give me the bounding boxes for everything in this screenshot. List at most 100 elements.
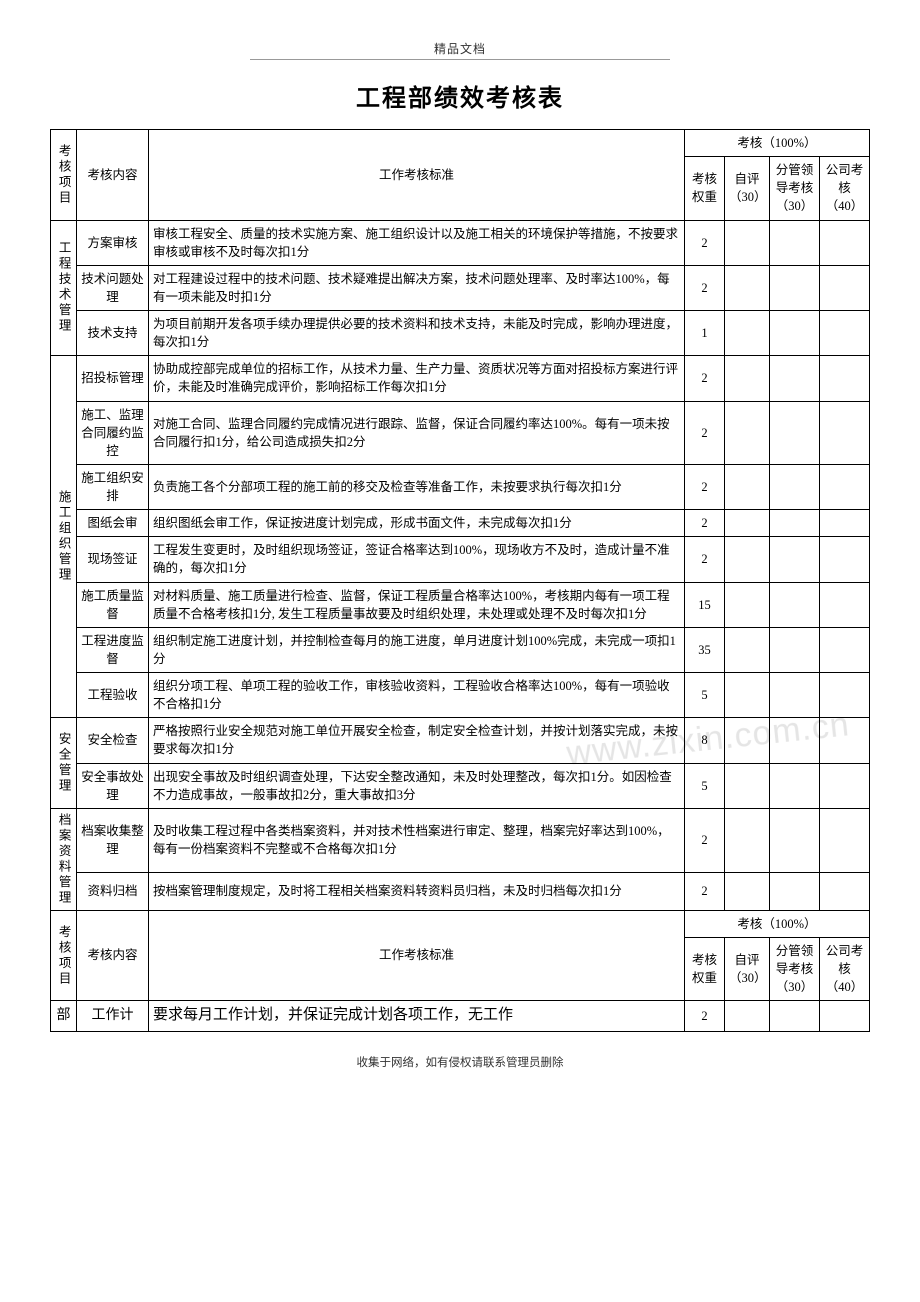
comp-cell[interactable] xyxy=(819,220,869,265)
comp-cell[interactable] xyxy=(819,265,869,310)
self-cell[interactable] xyxy=(724,582,769,627)
item-cell: 施工质量监督 xyxy=(77,582,149,627)
weight-cell: 2 xyxy=(684,220,724,265)
lead-cell[interactable] xyxy=(769,356,819,401)
category-cell: 施工组织管理 xyxy=(51,356,77,718)
comp-cell[interactable] xyxy=(819,627,869,672)
standard-cell: 负责施工各个分部项工程的施工前的移交及检查等准备工作，未按要求执行每次扣1分 xyxy=(149,464,685,509)
th-comp: 公司考核（40） xyxy=(819,157,869,220)
category-cell: 工程技术管理 xyxy=(51,220,77,356)
lead-cell[interactable] xyxy=(769,872,819,910)
self-cell[interactable] xyxy=(724,808,769,872)
standard-cell: 工程发生变更时，及时组织现场签证，签证合格率达到100%，现场收方不及时，造成计… xyxy=(149,537,685,582)
comp-cell[interactable] xyxy=(819,401,869,464)
th-score-group: 考核（100%） xyxy=(684,910,869,937)
comp-cell[interactable] xyxy=(819,510,869,537)
comp-cell[interactable] xyxy=(819,582,869,627)
item-cell: 技术支持 xyxy=(77,311,149,356)
lead-cell[interactable] xyxy=(769,537,819,582)
weight-cell: 15 xyxy=(684,582,724,627)
item-cell: 图纸会审 xyxy=(77,510,149,537)
th-self: 自评（30） xyxy=(724,937,769,1000)
comp-cell[interactable] xyxy=(819,763,869,808)
standard-cell: 组织图纸会审工作，保证按进度计划完成，形成书面文件，未完成每次扣1分 xyxy=(149,510,685,537)
category-cell: 安全管理 xyxy=(51,718,77,809)
lead-cell[interactable] xyxy=(769,464,819,509)
item-cell: 现场签证 xyxy=(77,537,149,582)
standard-cell: 协助成控部完成单位的招标工作，从技术力量、生产力量、资质状况等方面对招投标方案进… xyxy=(149,356,685,401)
th-self: 自评（30） xyxy=(724,157,769,220)
th-lead: 分管领导考核（30） xyxy=(769,937,819,1000)
standard-cell: 对工程建设过程中的技术问题、技术疑难提出解决方案，技术问题处理率、及时率达100… xyxy=(149,265,685,310)
th-category: 考核项目 xyxy=(51,130,77,221)
item-cell: 档案收集整理 xyxy=(77,808,149,872)
weight-cell: 2 xyxy=(684,1001,724,1032)
item-cell: 安全事故处理 xyxy=(77,763,149,808)
self-cell[interactable] xyxy=(724,627,769,672)
self-cell[interactable] xyxy=(724,401,769,464)
header-label: 精品文档 xyxy=(250,40,670,60)
item-cell: 工程验收 xyxy=(77,673,149,718)
comp-cell[interactable] xyxy=(819,808,869,872)
comp-cell[interactable] xyxy=(819,1001,869,1032)
standard-cell: 要求每月工作计划，并保证完成计划各项工作，无工作 xyxy=(149,1001,685,1032)
standard-cell: 组织分项工程、单项工程的验收工作，审核验收资料，工程验收合格率达100%，每有一… xyxy=(149,673,685,718)
lead-cell[interactable] xyxy=(769,401,819,464)
standard-cell: 组织制定施工进度计划，并控制检查每月的施工进度，单月进度计划100%完成，未完成… xyxy=(149,627,685,672)
self-cell[interactable] xyxy=(724,356,769,401)
lead-cell[interactable] xyxy=(769,1001,819,1032)
lead-cell[interactable] xyxy=(769,673,819,718)
weight-cell: 5 xyxy=(684,673,724,718)
lead-cell[interactable] xyxy=(769,718,819,763)
weight-cell: 2 xyxy=(684,401,724,464)
lead-cell[interactable] xyxy=(769,220,819,265)
self-cell[interactable] xyxy=(724,265,769,310)
item-cell: 资料归档 xyxy=(77,872,149,910)
th-lead: 分管领导考核（30） xyxy=(769,157,819,220)
self-cell[interactable] xyxy=(724,510,769,537)
item-cell: 工作计 xyxy=(77,1001,149,1032)
assessment-table: 考核项目考核内容工作考核标准考核（100%）考核权重自评（30）分管领导考核（3… xyxy=(50,129,870,1032)
item-cell: 工程进度监督 xyxy=(77,627,149,672)
self-cell[interactable] xyxy=(724,537,769,582)
item-cell: 安全检查 xyxy=(77,718,149,763)
th-standard: 工作考核标准 xyxy=(149,910,685,1001)
self-cell[interactable] xyxy=(724,1001,769,1032)
comp-cell[interactable] xyxy=(819,537,869,582)
self-cell[interactable] xyxy=(724,220,769,265)
standard-cell: 对施工合同、监理合同履约完成情况进行跟踪、监督，保证合同履约率达100%。每有一… xyxy=(149,401,685,464)
comp-cell[interactable] xyxy=(819,464,869,509)
lead-cell[interactable] xyxy=(769,582,819,627)
page-title: 工程部绩效考核表 xyxy=(50,78,870,113)
item-cell: 施工、监理合同履约监控 xyxy=(77,401,149,464)
comp-cell[interactable] xyxy=(819,311,869,356)
item-cell: 施工组织安排 xyxy=(77,464,149,509)
self-cell[interactable] xyxy=(724,718,769,763)
self-cell[interactable] xyxy=(724,464,769,509)
lead-cell[interactable] xyxy=(769,808,819,872)
self-cell[interactable] xyxy=(724,673,769,718)
lead-cell[interactable] xyxy=(769,763,819,808)
comp-cell[interactable] xyxy=(819,872,869,910)
lead-cell[interactable] xyxy=(769,311,819,356)
weight-cell: 2 xyxy=(684,537,724,582)
weight-cell: 5 xyxy=(684,763,724,808)
comp-cell[interactable] xyxy=(819,718,869,763)
self-cell[interactable] xyxy=(724,872,769,910)
comp-cell[interactable] xyxy=(819,356,869,401)
weight-cell: 1 xyxy=(684,311,724,356)
self-cell[interactable] xyxy=(724,311,769,356)
weight-cell: 2 xyxy=(684,464,724,509)
item-cell: 技术问题处理 xyxy=(77,265,149,310)
th-comp: 公司考核（40） xyxy=(819,937,869,1000)
th-weight: 考核权重 xyxy=(684,157,724,220)
lead-cell[interactable] xyxy=(769,627,819,672)
self-cell[interactable] xyxy=(724,763,769,808)
lead-cell[interactable] xyxy=(769,265,819,310)
standard-cell: 审核工程安全、质量的技术实施方案、施工组织设计以及施工相关的环境保护等措施，不按… xyxy=(149,220,685,265)
category-cell: 档案资料管理 xyxy=(51,808,77,910)
comp-cell[interactable] xyxy=(819,673,869,718)
lead-cell[interactable] xyxy=(769,510,819,537)
standard-cell: 按档案管理制度规定，及时将工程相关档案资料转资料员归档，未及时归档每次扣1分 xyxy=(149,872,685,910)
weight-cell: 2 xyxy=(684,808,724,872)
